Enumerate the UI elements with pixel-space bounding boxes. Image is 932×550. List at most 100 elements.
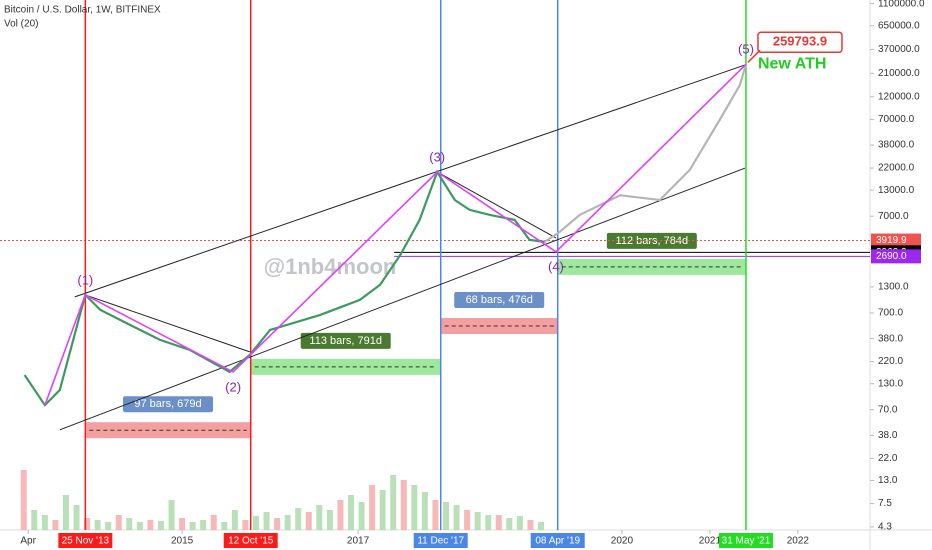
range-box — [440, 318, 558, 335]
volume-bar — [495, 515, 502, 530]
y-tick-label: 7000.0 — [878, 211, 909, 222]
volume-bar — [84, 518, 91, 530]
volume-bar — [105, 522, 112, 530]
volume-bar — [527, 520, 534, 530]
x-tick-label: 2021 — [699, 536, 722, 547]
price-line-series — [23, 169, 545, 407]
target-pointer — [747, 49, 761, 63]
range-label: 97 bars, 679d — [134, 398, 201, 410]
time-marker — [530, 533, 585, 548]
wave-label: (4) — [548, 259, 564, 274]
volume-bar — [400, 480, 407, 530]
volume-bar — [73, 505, 80, 530]
range-label: 113 bars, 791d — [309, 335, 382, 347]
time-marker — [223, 533, 278, 548]
volume-bar — [221, 522, 228, 530]
y-tick-label: 22.0 — [878, 453, 898, 464]
time-marker-label: 08 Apr '19 — [535, 536, 580, 547]
x-tick-label: Apr — [20, 536, 36, 547]
volume-bar — [31, 510, 38, 530]
y-tick-label: 1300.0 — [878, 282, 909, 293]
price-marker-label: 3919.9 — [876, 235, 907, 246]
volume-bar — [41, 515, 48, 530]
volume-bar — [200, 520, 207, 530]
volume-bar — [210, 515, 217, 530]
x-tick-label: 2020 — [611, 536, 634, 547]
volume-bar — [316, 505, 323, 530]
volume-bar — [442, 502, 449, 530]
volume-bar — [347, 495, 354, 530]
volume-bar — [263, 512, 270, 530]
y-tick-label: 380.0 — [878, 333, 903, 344]
range-label-box — [300, 332, 391, 349]
y-tick-label: 1100000.0 — [878, 0, 925, 9]
volume-bar — [337, 500, 344, 530]
wave-label: (1) — [77, 272, 93, 287]
y-tick-label: 13000.0 — [878, 185, 915, 196]
x-tick-label: 2022 — [787, 536, 810, 547]
volume-bar — [538, 522, 545, 530]
volume-bar — [62, 495, 69, 530]
y-tick-label: 220.0 — [878, 356, 903, 367]
range-box — [557, 258, 746, 275]
target-note: New ATH — [758, 56, 826, 73]
volume-bar — [485, 515, 492, 530]
y-tick-label: 7.5 — [878, 498, 892, 509]
x-tick-label: 2017 — [347, 536, 370, 547]
volume-bar — [305, 512, 312, 530]
time-marker-label: 12 Oct '15 — [228, 536, 274, 547]
target-label: 259793.9 — [773, 34, 827, 49]
range-label-box — [123, 396, 214, 413]
volume-bar — [411, 485, 418, 530]
volume-bar — [52, 520, 59, 530]
range-label: 112 bars, 784d — [616, 235, 689, 247]
trendline — [59, 167, 746, 431]
volume-bar — [516, 516, 523, 530]
y-tick-label: 70.0 — [878, 404, 898, 415]
y-tick-label: 650000.0 — [878, 20, 920, 31]
time-marker — [718, 533, 773, 548]
trendline — [74, 64, 746, 298]
wave-label: (5) — [738, 42, 754, 57]
y-tick-label: 120000.0 — [878, 91, 920, 102]
subtitle: Vol (20) — [4, 19, 38, 30]
trendline — [436, 171, 557, 239]
y-tick-label: 700.0 — [878, 308, 903, 319]
range-label: 68 bars, 476d — [466, 294, 533, 306]
volume-bar — [274, 518, 281, 530]
volume-bar — [295, 508, 302, 530]
wave-label: (2) — [225, 379, 241, 394]
time-marker-label: 25 Nov '13 — [62, 536, 110, 547]
volume-bar — [432, 500, 439, 530]
y-tick-label: 370000.0 — [878, 44, 920, 55]
volume-bar — [506, 518, 513, 530]
volume-bar — [421, 492, 428, 530]
volume-bar — [231, 510, 238, 530]
volume-bar — [189, 522, 196, 530]
volume-bar — [284, 515, 291, 530]
volume-bar — [157, 521, 164, 530]
y-tick-label: 22000.0 — [878, 163, 915, 174]
price-marker — [871, 249, 921, 264]
target-box — [757, 31, 843, 54]
wave-label: (3) — [429, 149, 445, 164]
y-tick-label: 210000.0 — [878, 68, 920, 79]
time-marker — [58, 533, 113, 548]
y-tick-label: 130.0 — [878, 378, 903, 389]
x-tick-label: 2015 — [171, 536, 194, 547]
volume-bar — [94, 520, 101, 530]
time-marker — [413, 533, 468, 548]
volume-bar — [147, 520, 154, 530]
range-label-box — [606, 232, 697, 249]
trendline — [85, 294, 250, 353]
time-marker-label: 11 Dec '17 — [417, 536, 464, 547]
range-label-box — [454, 292, 545, 309]
y-tick-label: 4.3 — [878, 522, 892, 533]
y-tick-label: 13.0 — [878, 475, 898, 486]
chart-title: Bitcoin / U.S. Dollar, 1W, BITFINEX — [4, 5, 161, 16]
volume-bar — [379, 490, 386, 530]
price-line-series — [543, 63, 748, 243]
price-line-series — [44, 63, 747, 406]
y-tick-label: 38000.0 — [878, 140, 915, 151]
